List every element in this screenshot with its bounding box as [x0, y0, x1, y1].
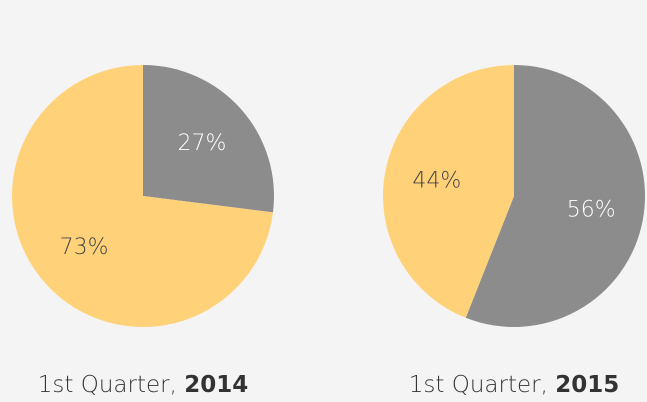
caption-text: 1st Quarter, [38, 372, 177, 398]
slice-label: 44% [412, 168, 461, 193]
slice-label: 73% [60, 235, 109, 260]
caption-text: 1st Quarter, [409, 372, 548, 398]
caption-year: 2015 [555, 372, 619, 398]
caption-year: 2014 [184, 372, 248, 398]
pie-slice [465, 65, 645, 327]
pie-slice [382, 65, 514, 318]
slice-label: 56% [567, 198, 616, 223]
slice-label: 27% [178, 131, 227, 156]
pie-caption: 1st Quarter, 2014 [38, 372, 248, 398]
pie-caption: 1st Quarter, 2015 [409, 372, 619, 398]
pie-slice [12, 65, 273, 327]
pie-slice [143, 65, 275, 213]
